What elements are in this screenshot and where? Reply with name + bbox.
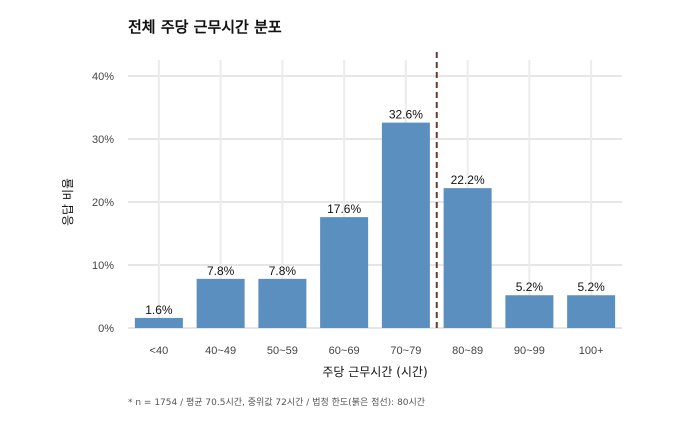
bar [381, 122, 430, 329]
bar [567, 295, 616, 328]
x-tick-label: 90~99 [514, 345, 545, 357]
bar [196, 278, 245, 328]
bar [443, 188, 492, 328]
data-label: 7.8% [269, 264, 297, 278]
data-label: 22.2% [451, 173, 485, 187]
chart-title: 전체 주당 근무시간 분포 [128, 18, 282, 36]
x-tick-label: 100+ [579, 345, 604, 357]
x-tick-label: <40 [150, 345, 169, 357]
data-label: 7.8% [207, 264, 235, 278]
x-tick-label: 50~59 [267, 345, 298, 357]
y-tick-label: 30% [92, 134, 114, 146]
y-tick-label: 40% [92, 71, 114, 83]
x-tick-label: 40~49 [205, 345, 236, 357]
bar [320, 217, 369, 328]
footnote: * n = 1754 / 평균 70.5시간, 중위값 72시간 / 법정 한도… [128, 398, 426, 408]
data-label: 5.2% [516, 280, 544, 294]
y-axis-label: 응답 비율 [61, 178, 75, 226]
y-tick-label: 20% [92, 197, 114, 209]
y-tick-label: 10% [92, 260, 114, 272]
data-label: 32.6% [389, 108, 423, 122]
x-tick-label: 70~79 [390, 345, 421, 357]
bar [505, 295, 554, 328]
data-label: 5.2% [577, 280, 605, 294]
bar [258, 278, 307, 328]
x-axis-label: 주당 근무시간 (시간) [322, 365, 427, 379]
data-label: 1.6% [145, 303, 173, 317]
x-tick-label: 80~89 [452, 345, 483, 357]
bar [134, 317, 183, 328]
y-tick-label: 0% [98, 323, 114, 335]
data-label: 17.6% [327, 202, 361, 216]
x-tick-label: 60~69 [329, 345, 360, 357]
